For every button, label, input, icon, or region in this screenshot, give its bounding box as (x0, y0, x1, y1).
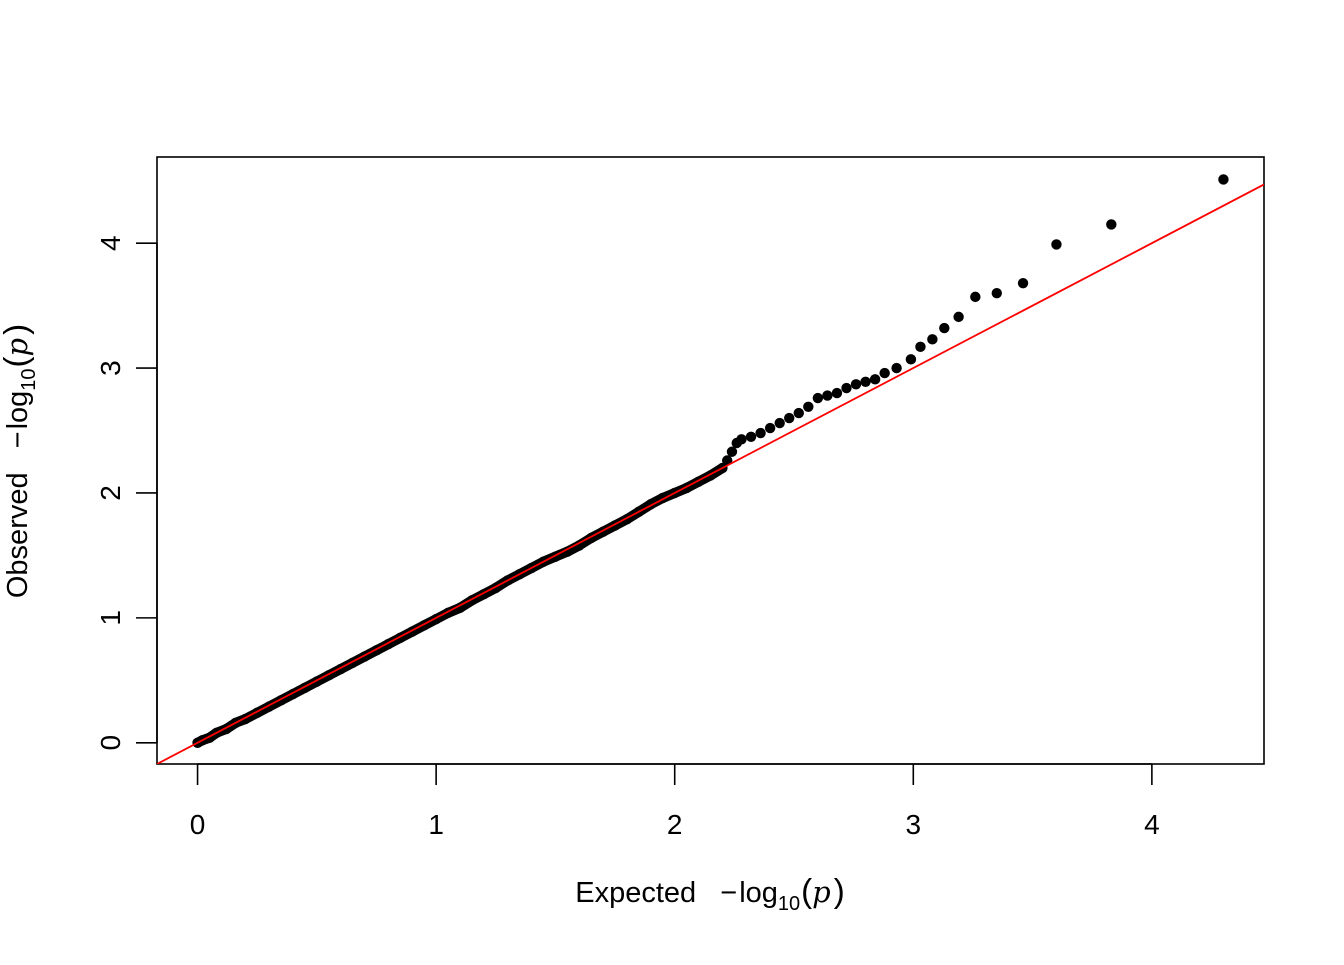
data-point (1106, 219, 1117, 230)
x-axis-title: Expected −log10(p) (575, 872, 844, 915)
x-tick-label: 0 (190, 809, 206, 840)
data-point (822, 390, 833, 401)
data-point (860, 376, 871, 388)
x-tick-label: 3 (906, 809, 922, 840)
data-point (812, 392, 824, 404)
x-axis-title-log: log (739, 877, 778, 909)
data-point (803, 401, 814, 412)
data-point (841, 382, 852, 394)
data-point (736, 434, 747, 445)
data-point (879, 367, 890, 379)
x-axis-title-var: p (812, 875, 831, 909)
y-axis-title-log: log (2, 391, 34, 430)
data-point (831, 387, 843, 399)
y-axis-title-open: ( (0, 356, 34, 367)
data-point (905, 354, 917, 365)
x-axis-title-open: ( (801, 872, 812, 909)
y-axis-title-minus: − (2, 431, 34, 448)
x-axis-title-close: ) (834, 872, 845, 909)
y-axis-title-prefix: Observed (2, 472, 34, 598)
data-point (991, 287, 1002, 299)
y-tick-label: 1 (95, 610, 126, 626)
data-point (745, 431, 757, 442)
y-tick-label: 4 (95, 235, 126, 251)
data-point (774, 417, 785, 429)
data-point (891, 362, 902, 374)
y-tick-label: 3 (95, 360, 126, 376)
data-point (850, 379, 862, 390)
data-point (793, 407, 804, 419)
x-axis: 0 1 2 3 4 (190, 763, 1160, 840)
y-tick-label: 0 (95, 735, 126, 751)
data-point (784, 412, 795, 424)
y-axis: 0 1 2 3 4 (95, 235, 158, 751)
data-point (764, 422, 776, 434)
data-point (726, 446, 738, 457)
x-tick-label: 4 (1144, 809, 1160, 840)
reference-line-layer (157, 183, 1264, 764)
y-axis-title-sub: 10 (18, 368, 40, 390)
data-point (1218, 174, 1229, 185)
y-axis-title: Observed −log10(p) (0, 324, 40, 598)
x-tick-label: 1 (428, 809, 444, 840)
y-axis-title-var: p (0, 338, 34, 357)
data-point (970, 291, 981, 303)
x-axis-title-minus: − (720, 877, 737, 909)
x-axis-title-sub: 10 (778, 893, 800, 915)
y-axis-title-close: ) (0, 324, 34, 335)
data-point (953, 311, 964, 323)
data-point (755, 427, 766, 439)
data-point (1051, 239, 1062, 250)
data-point (869, 374, 881, 385)
x-axis-title-prefix: Expected (575, 877, 696, 909)
y-tick-label: 2 (95, 485, 126, 501)
x-tick-label: 2 (667, 809, 683, 840)
data-point (927, 334, 938, 345)
data-point (915, 341, 926, 353)
reference-line (157, 183, 1264, 764)
data-point (939, 322, 950, 334)
data-point (722, 455, 733, 466)
data-point (1017, 277, 1029, 289)
